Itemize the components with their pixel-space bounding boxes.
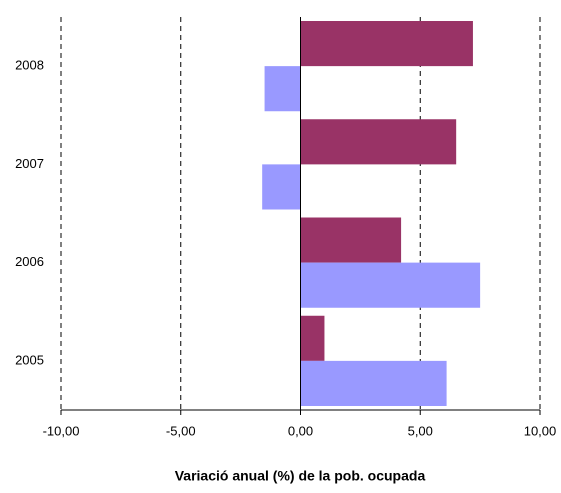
- bar: [262, 164, 301, 210]
- x-tick-label: 5,00: [408, 423, 433, 438]
- y-tick-label: 2005: [15, 352, 44, 367]
- bar: [300, 119, 457, 165]
- x-tick-label: 10,00: [524, 423, 557, 438]
- bar: [264, 66, 301, 112]
- bar: [300, 262, 481, 308]
- x-axis-title: Variació anual (%) de la pob. ocupada: [175, 468, 426, 484]
- y-tick-label: 2006: [15, 254, 44, 269]
- x-tick-label: -10,00: [43, 423, 80, 438]
- x-tick-label: 0,00: [288, 423, 313, 438]
- bar: [300, 360, 447, 406]
- y-tick-label: 2007: [15, 156, 44, 171]
- y-tick-label: 2008: [15, 58, 44, 73]
- bar: [300, 21, 473, 67]
- bar: [300, 315, 325, 361]
- x-tick-label: -5,00: [166, 423, 196, 438]
- bar: [300, 217, 402, 263]
